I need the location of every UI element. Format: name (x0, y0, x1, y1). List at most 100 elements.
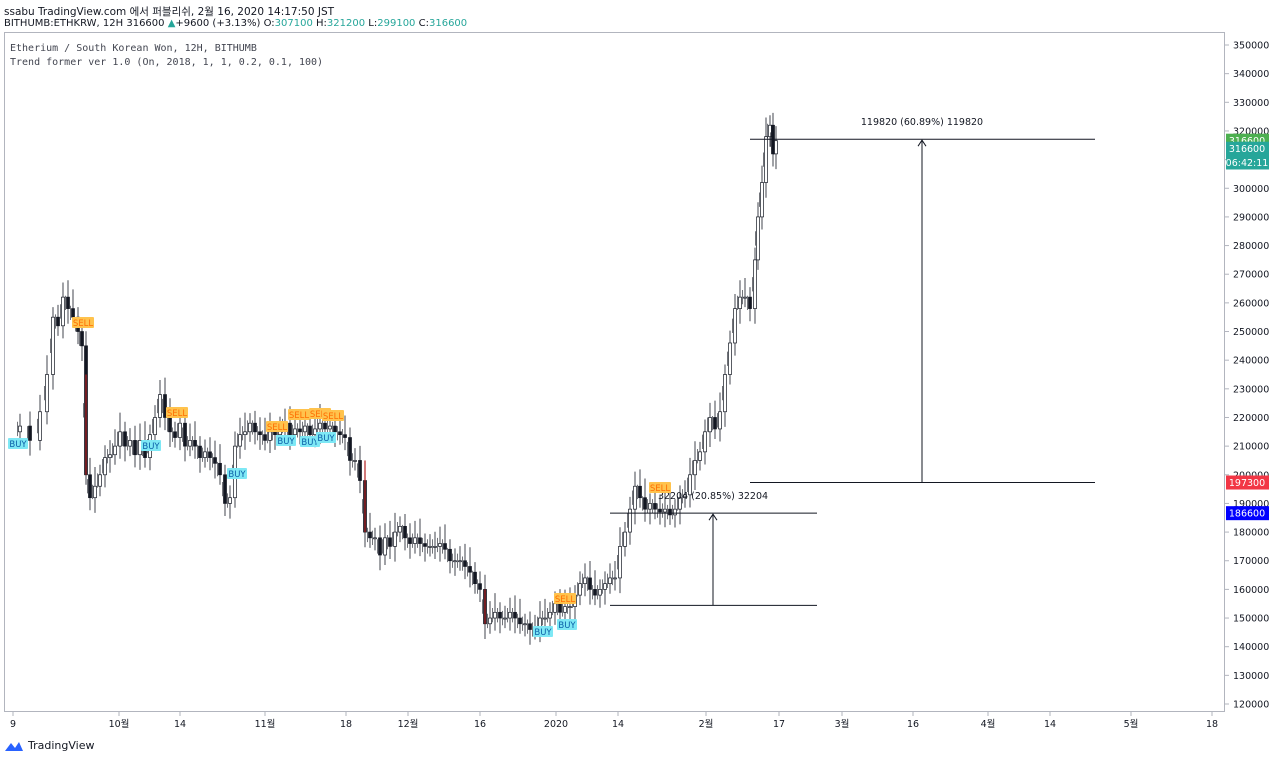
candle-body (688, 474, 692, 496)
candle-body (443, 543, 447, 550)
sell-signal-label: SELL (323, 412, 344, 422)
candle-body (468, 566, 472, 573)
buy-signal-label: BUY (301, 438, 319, 448)
price-badge (1226, 475, 1269, 490)
symbol-label: BITHUMB:ETHKRW, 12H (4, 18, 124, 29)
candle-body (558, 603, 562, 613)
buy-signal-label: BUY (228, 470, 246, 480)
candle-body (613, 577, 617, 580)
candle-body (518, 617, 522, 625)
price-tick-label: 230000 (1233, 384, 1269, 395)
candle-body (203, 451, 207, 458)
price-tick-label: 150000 (1233, 614, 1269, 625)
price-tick-label: 120000 (1233, 700, 1269, 711)
sell-signal-tag (266, 421, 288, 432)
price-tick-label: 140000 (1233, 642, 1269, 653)
candle-body (56, 316, 60, 327)
tradingview-logo-icon (5, 741, 23, 751)
candle-body (433, 546, 437, 548)
candle-body (708, 417, 712, 433)
time-tick-label: 2월 (699, 718, 714, 730)
candle-body (523, 623, 527, 626)
price-tick-label: 240000 (1233, 356, 1269, 367)
candle-body (583, 577, 587, 585)
buy-signal-label: BUY (142, 442, 160, 452)
sell-signal-tag (288, 409, 310, 420)
candle-body (760, 182, 764, 218)
candle-body (548, 611, 552, 619)
ohlc-bar: BITHUMB:ETHKRW, 12H 316600 ▲+9600 (+3.13… (4, 18, 468, 29)
time-tick-label: 14 (174, 719, 186, 730)
high-value: 321200 (326, 18, 366, 29)
candle-body (98, 474, 102, 487)
candle-body (193, 440, 197, 447)
candle-body (243, 431, 247, 436)
price-tick-label: 220000 (1233, 413, 1269, 424)
candle-body (308, 425, 312, 436)
candle-body (673, 508, 677, 516)
sell-signal-label: SELL (310, 410, 331, 420)
candle-body (693, 460, 697, 476)
time-tick-label: 18 (340, 719, 352, 730)
buy-signal-label: BUY (534, 628, 552, 638)
buy-signal-label: BUY (9, 440, 27, 450)
candle-body (213, 457, 217, 464)
candle-body (398, 526, 402, 533)
candle-body (66, 296, 70, 309)
candle-body (428, 546, 432, 548)
candle-body (568, 606, 572, 608)
price-tick-label: 280000 (1233, 241, 1269, 252)
candle-body (728, 342, 732, 375)
candle-body (158, 394, 162, 418)
candle-body (258, 431, 262, 436)
candle-body (358, 460, 362, 481)
candle-body (38, 411, 42, 441)
price-tick-label: 340000 (1233, 69, 1269, 80)
candle-body (488, 617, 492, 625)
candle-body (163, 394, 167, 418)
candle-body (318, 422, 322, 430)
price-badge-label: 06:42:11 (1226, 158, 1269, 169)
buy-signal-tag (533, 626, 553, 637)
candle-body (513, 611, 517, 619)
candle-body (293, 428, 297, 436)
candle-body (168, 417, 172, 433)
indicator-title: Trend former ver 1.0 (On, 2018, 1, 1, 0.… (10, 57, 324, 68)
footer: TradingView (4, 739, 94, 752)
sell-signal-label: SELL (73, 319, 94, 329)
price-chart[interactable]: 3500003400003300003200003100003000002900… (0, 0, 1280, 740)
low-value: 299100 (377, 18, 416, 29)
buy-signal-tag (8, 438, 28, 449)
candle-body (108, 454, 112, 458)
candle-body (323, 422, 327, 430)
candle-body (578, 583, 582, 596)
price-tick-label: 260000 (1233, 298, 1269, 309)
candle-body (733, 308, 737, 344)
candle-body (768, 124, 772, 138)
candle-body (423, 543, 427, 547)
candle-body (748, 296, 752, 309)
time-tick-label: 5월 (1124, 718, 1139, 730)
last-price: 316600 (126, 18, 165, 29)
price-badge-label: 316600 (1229, 144, 1265, 155)
candle-body (608, 577, 612, 585)
candle-body (633, 485, 637, 510)
buy-signal-tag (300, 436, 320, 447)
candle-body (28, 425, 32, 441)
buy-signal-tag (557, 619, 577, 630)
candle-body (383, 537, 387, 556)
price-badge (1226, 155, 1269, 170)
candle-body (718, 411, 722, 430)
candle-body (338, 431, 342, 436)
candle-body (303, 425, 307, 433)
candle-body (263, 434, 267, 441)
candle-body (738, 296, 742, 309)
change-arrow-icon: ▲ (167, 18, 176, 29)
sell-signal-label: SELL (650, 484, 671, 494)
candle-body (588, 577, 592, 590)
chart-pane[interactable] (4, 32, 1225, 712)
candle-body (774, 140, 778, 155)
price-badge-label: 316600 (1229, 136, 1265, 147)
candle-body (178, 422, 182, 438)
sell-signal-label: SELL (267, 423, 288, 433)
